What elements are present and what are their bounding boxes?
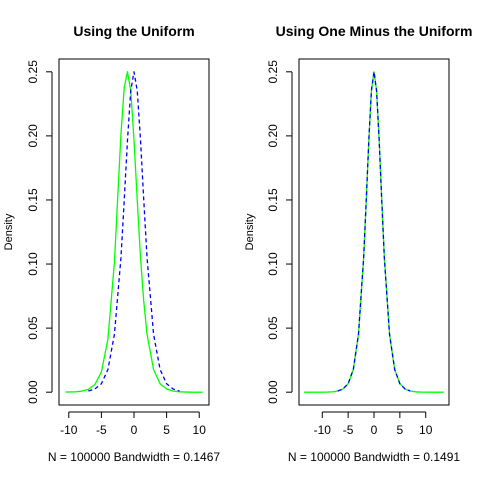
density-line-blue-dashed xyxy=(88,71,180,392)
panel-one-minus-uniform: Using One Minus the Uniform Density N = … xyxy=(244,23,472,464)
y-tick-label: 0.05 xyxy=(26,316,40,340)
y-tick-label: 0.25 xyxy=(266,60,280,84)
x-tick-label: -5 xyxy=(96,423,107,437)
chart-title: Using the Uniform xyxy=(73,23,194,39)
y-tick-label: 0.15 xyxy=(266,188,280,212)
series-group xyxy=(65,71,203,393)
y-axis-label: Density xyxy=(3,213,15,250)
plot-frame xyxy=(298,58,450,406)
y-tick-label: 0.15 xyxy=(26,188,40,212)
y-axis-label: Density xyxy=(244,213,256,250)
x-axis: -10 -5 0 5 10 xyxy=(60,411,207,437)
density-line-green xyxy=(65,71,203,393)
plot-frame xyxy=(58,58,210,406)
y-tick-label: 0.25 xyxy=(26,60,40,84)
x-tick-label: -5 xyxy=(343,423,354,437)
x-tick-label: 5 xyxy=(163,423,170,437)
y-tick-label: 0.00 xyxy=(266,380,280,404)
x-tick-label: 0 xyxy=(371,423,378,437)
x-tick-label: 10 xyxy=(419,423,433,437)
density-line-blue-dashed xyxy=(337,71,411,392)
y-tick-label: 0.20 xyxy=(26,124,40,148)
y-tick-label: 0.05 xyxy=(266,316,280,340)
y-tick-label: 0.10 xyxy=(266,252,280,276)
y-tick-label: 0.10 xyxy=(26,252,40,276)
x-tick-label: -10 xyxy=(314,423,332,437)
x-tick-label: -10 xyxy=(60,423,78,437)
x-axis: -10 -5 0 5 10 xyxy=(314,411,433,437)
x-tick-label: 10 xyxy=(193,423,207,437)
chart-title: Using One Minus the Uniform xyxy=(276,23,473,39)
y-axis: 0.00 0.05 0.10 0.15 0.20 0.25 xyxy=(266,60,293,404)
x-axis-label: N = 100000 Bandwidth = 0.1467 xyxy=(48,450,220,464)
y-tick-label: 0.00 xyxy=(26,380,40,404)
y-tick-label: 0.20 xyxy=(266,124,280,148)
panel-uniform: Using the Uniform Density N = 100000 Ban… xyxy=(3,23,220,464)
x-tick-label: 0 xyxy=(131,423,138,437)
x-axis-label: N = 100000 Bandwidth = 0.1491 xyxy=(288,450,460,464)
x-tick-label: 5 xyxy=(397,423,404,437)
y-axis: 0.00 0.05 0.10 0.15 0.20 0.25 xyxy=(26,60,53,404)
series-group xyxy=(304,71,444,393)
